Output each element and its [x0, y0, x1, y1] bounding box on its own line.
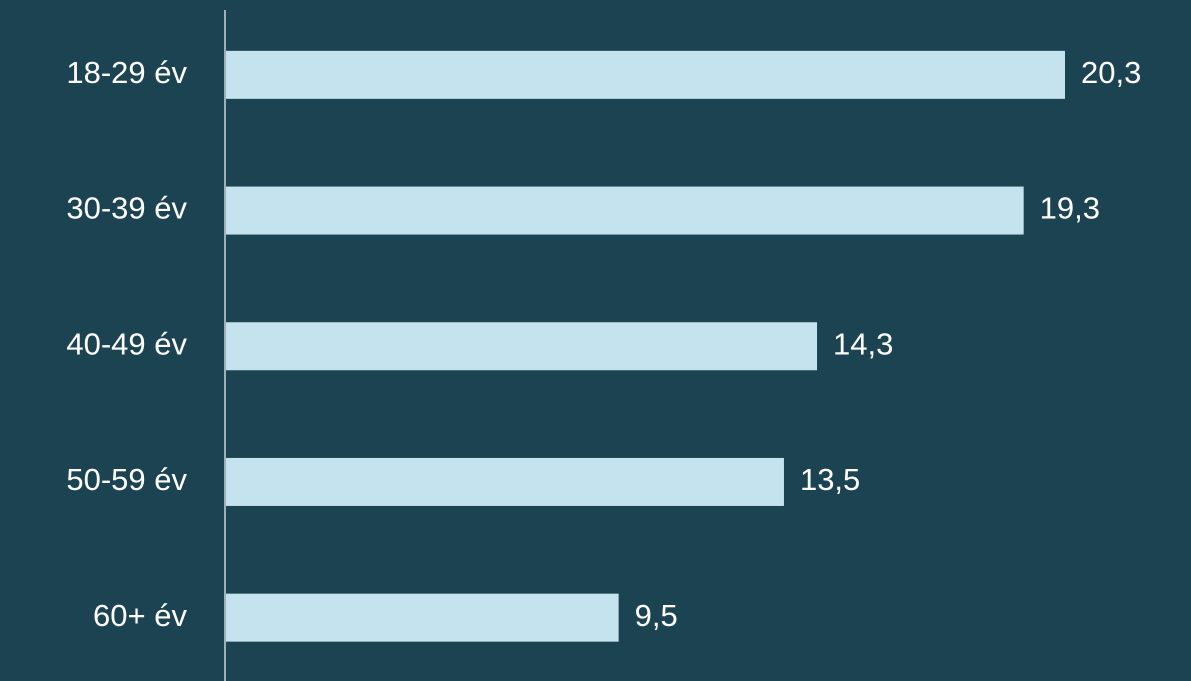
value-label: 19,3 [1040, 191, 1100, 226]
category-label: 18-29 év [66, 55, 187, 90]
bar [226, 593, 619, 642]
value-label: 14,3 [833, 326, 893, 361]
bar [226, 50, 1065, 99]
category-label: 30-39 év [66, 191, 187, 226]
bar [226, 322, 818, 371]
category-label: 50-59 év [66, 462, 187, 497]
value-label: 13,5 [800, 462, 860, 497]
value-label: 9,5 [635, 598, 678, 633]
category-label: 40-49 év [66, 326, 187, 361]
value-label: 20,3 [1081, 55, 1141, 90]
bar [226, 186, 1024, 235]
bar [226, 457, 784, 506]
category-label: 60+ év [93, 598, 187, 633]
